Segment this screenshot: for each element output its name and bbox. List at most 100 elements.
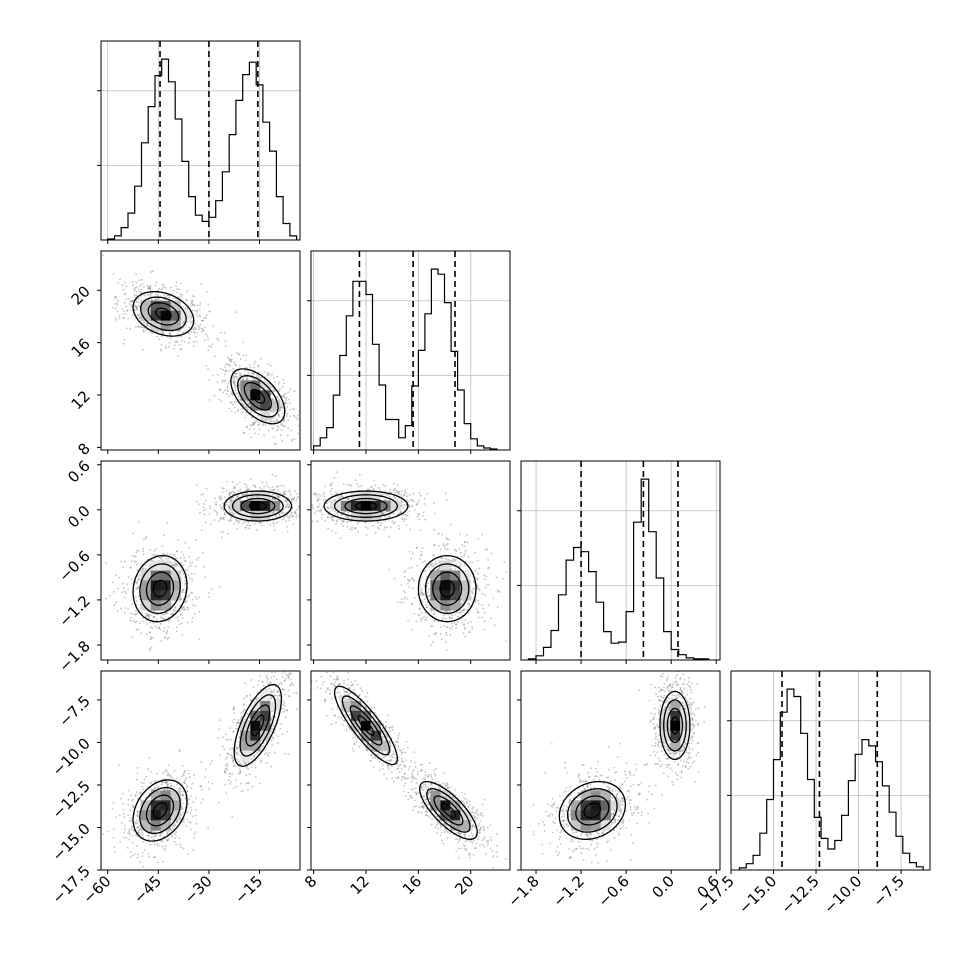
sample-point bbox=[233, 522, 236, 525]
sample-point bbox=[228, 491, 231, 494]
sample-point bbox=[389, 488, 392, 491]
sample-point bbox=[118, 814, 121, 817]
density-cell bbox=[170, 320, 181, 331]
sample-point bbox=[283, 493, 286, 496]
sample-point bbox=[455, 626, 457, 629]
sample-point bbox=[492, 597, 495, 600]
sample-point bbox=[145, 535, 148, 538]
sample-point bbox=[172, 824, 175, 827]
sample-point bbox=[164, 286, 167, 289]
sample-point bbox=[176, 820, 178, 823]
sample-point bbox=[180, 568, 183, 571]
sample-point bbox=[385, 517, 388, 519]
sample-point bbox=[245, 425, 248, 428]
sample-point bbox=[125, 305, 128, 308]
sample-point bbox=[124, 281, 126, 284]
sample-point bbox=[425, 606, 428, 609]
sample-point bbox=[284, 401, 287, 404]
sample-point bbox=[272, 519, 275, 522]
sample-point bbox=[251, 372, 254, 374]
sample-point bbox=[135, 326, 137, 329]
sample-point bbox=[286, 530, 289, 533]
sample-point bbox=[292, 515, 295, 518]
sample-point bbox=[162, 553, 165, 555]
sample-point bbox=[235, 392, 237, 395]
sample-point bbox=[186, 308, 189, 310]
sample-point bbox=[384, 499, 387, 502]
sample-point bbox=[471, 591, 473, 593]
sample-point bbox=[245, 493, 248, 496]
sample-point bbox=[122, 792, 124, 795]
sample-point bbox=[393, 577, 396, 580]
sample-point bbox=[296, 417, 298, 419]
sample-point bbox=[237, 396, 240, 399]
sample-point bbox=[138, 279, 141, 282]
density-cell bbox=[140, 570, 152, 581]
sample-point bbox=[122, 313, 125, 315]
histogram-step-line bbox=[527, 478, 710, 660]
sample-point bbox=[428, 594, 431, 597]
sample-point bbox=[408, 580, 410, 583]
sample-point bbox=[122, 802, 124, 805]
sample-point bbox=[206, 335, 209, 337]
sample-point bbox=[453, 622, 456, 624]
sample-point bbox=[423, 498, 426, 500]
sample-point bbox=[415, 546, 418, 549]
sample-point bbox=[278, 390, 281, 392]
sample-point bbox=[198, 638, 201, 641]
sample-point bbox=[149, 295, 152, 298]
sample-point bbox=[183, 608, 186, 611]
sample-point bbox=[393, 487, 396, 490]
density-cell bbox=[430, 590, 441, 601]
sample-point bbox=[244, 359, 247, 361]
sample-point bbox=[166, 833, 169, 835]
sample-point bbox=[380, 521, 383, 524]
sample-point bbox=[163, 534, 165, 537]
sample-point bbox=[181, 806, 184, 809]
sample-point bbox=[186, 790, 188, 793]
sample-point bbox=[420, 589, 423, 592]
sample-point bbox=[187, 595, 190, 598]
density-cell bbox=[150, 570, 162, 581]
sample-point bbox=[155, 548, 158, 551]
sample-point bbox=[223, 512, 226, 514]
sample-point bbox=[335, 490, 337, 493]
sample-point bbox=[220, 530, 223, 533]
sample-point bbox=[155, 298, 158, 300]
sample-point bbox=[139, 578, 141, 581]
sample-point bbox=[267, 363, 270, 365]
sample-point bbox=[129, 327, 131, 330]
sample-point bbox=[172, 613, 175, 615]
sample-point bbox=[127, 832, 129, 835]
sample-point bbox=[176, 550, 179, 553]
sample-point bbox=[111, 581, 114, 584]
sample-point bbox=[225, 370, 228, 372]
sample-point bbox=[232, 513, 235, 516]
sample-point bbox=[124, 293, 127, 296]
sample-point bbox=[149, 288, 152, 290]
sample-point bbox=[205, 768, 207, 770]
sample-point bbox=[386, 526, 388, 529]
sample-point bbox=[347, 498, 349, 500]
sample-point bbox=[273, 420, 276, 423]
density-cell bbox=[140, 580, 152, 591]
sample-point bbox=[402, 514, 404, 517]
sample-point bbox=[282, 491, 285, 494]
sample-point bbox=[113, 296, 116, 298]
sample-point bbox=[393, 512, 395, 515]
density-cell bbox=[440, 590, 451, 601]
sample-point bbox=[284, 506, 287, 509]
sample-point bbox=[132, 314, 134, 316]
sample-point bbox=[468, 631, 471, 633]
sample-point bbox=[271, 417, 273, 420]
contour-line bbox=[424, 563, 470, 615]
sample-point bbox=[168, 342, 171, 344]
sample-point bbox=[411, 587, 414, 590]
sample-point bbox=[216, 337, 219, 340]
sample-point bbox=[397, 493, 400, 495]
sample-point bbox=[448, 617, 451, 620]
sample-point bbox=[134, 306, 137, 309]
sample-point bbox=[250, 436, 253, 439]
sample-point bbox=[128, 830, 131, 832]
sample-point bbox=[137, 297, 140, 300]
